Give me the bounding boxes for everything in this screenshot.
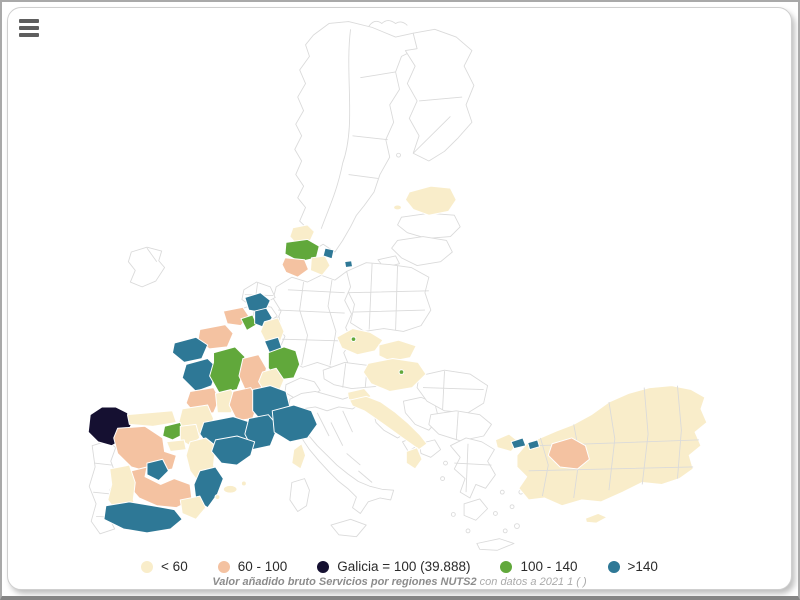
region-albania[interactable] bbox=[405, 447, 423, 470]
region-denmark-zealand[interactable] bbox=[309, 255, 331, 276]
data-regions bbox=[87, 185, 708, 534]
region-croatia[interactable] bbox=[349, 395, 428, 451]
chart-caption: Valor añadido bruto Servicios por region… bbox=[8, 576, 791, 588]
region-poland-internal-borders bbox=[348, 263, 429, 331]
region-denmark-south[interactable] bbox=[281, 257, 309, 278]
region-ireland bbox=[127, 246, 166, 288]
region-estonia[interactable] bbox=[404, 185, 457, 216]
region-romania-internal-borders bbox=[422, 371, 484, 410]
region-aland bbox=[396, 152, 401, 158]
region-prague[interactable] bbox=[350, 336, 357, 342]
legend-label-100-140: 100 - 140 bbox=[520, 559, 578, 574]
region-hungary[interactable] bbox=[362, 358, 427, 392]
legend-swatch-60-100 bbox=[217, 560, 230, 573]
region-andalucia[interactable] bbox=[103, 501, 183, 534]
region-lithuania bbox=[391, 236, 453, 267]
region-la-rioja[interactable] bbox=[166, 439, 187, 452]
europe-choropleth-map bbox=[87, 20, 708, 551]
legend-item-gt140[interactable]: >140 bbox=[607, 559, 658, 574]
legend-swatch-lt60 bbox=[141, 560, 154, 573]
legend-item-100-140[interactable]: 100 - 140 bbox=[500, 559, 578, 574]
region-asturias-cantabria[interactable] bbox=[126, 410, 177, 427]
region-pais-vasco[interactable] bbox=[162, 421, 185, 441]
legend-swatch-100-140 bbox=[500, 560, 513, 573]
region-fr-bretagne[interactable] bbox=[171, 336, 209, 363]
region-germany-internal-borders bbox=[278, 280, 347, 366]
region-murcia[interactable] bbox=[179, 495, 207, 520]
legend: < 60 60 - 100 Galicia = 100 (39.888) 100… bbox=[8, 559, 791, 574]
no-data-regions bbox=[88, 20, 524, 551]
legend-label-gt140: >140 bbox=[627, 559, 658, 574]
region-denmark-capital[interactable] bbox=[322, 247, 335, 260]
chart-card: < 60 60 - 100 Galicia = 100 (39.888) 100… bbox=[7, 7, 792, 590]
region-northern-ireland-border bbox=[146, 247, 158, 262]
region-finland-internal-borders bbox=[412, 96, 463, 154]
legend-item-lt60[interactable]: < 60 bbox=[141, 559, 188, 574]
region-peloponnese bbox=[463, 498, 489, 521]
region-castilla-la-mancha[interactable] bbox=[126, 466, 193, 509]
hamburger-menu-button[interactable] bbox=[17, 17, 43, 39]
region-fr-nord[interactable] bbox=[244, 292, 271, 314]
region-poland bbox=[346, 262, 432, 332]
region-norway-sweden bbox=[294, 21, 418, 253]
region-estonia-islands[interactable] bbox=[393, 204, 402, 211]
legend-label-60-100: 60 - 100 bbox=[237, 559, 288, 574]
region-turkey-anatolia[interactable] bbox=[516, 385, 708, 507]
legend-item-60-100[interactable]: 60 - 100 bbox=[217, 559, 288, 574]
region-budapest[interactable] bbox=[398, 369, 405, 375]
region-greece-internal-borders bbox=[454, 443, 492, 493]
region-fr-provence[interactable] bbox=[271, 404, 318, 443]
region-madrid[interactable] bbox=[146, 458, 170, 482]
caption-suffix: con datos a 2021 1 ( ) bbox=[476, 576, 587, 588]
region-valencia[interactable] bbox=[193, 466, 224, 509]
legend-label-galicia: Galicia = 100 (39.888) bbox=[337, 559, 471, 574]
region-sardinia bbox=[289, 478, 310, 512]
region-bulgaria-internal-borders bbox=[455, 411, 459, 440]
region-bornholm[interactable] bbox=[344, 260, 354, 268]
region-crete bbox=[476, 538, 515, 551]
legend-swatch-gt140 bbox=[607, 560, 620, 573]
region-sicily bbox=[330, 518, 367, 538]
region-fr-centre[interactable] bbox=[209, 346, 246, 394]
region-scandinavia-internal-borders bbox=[320, 29, 396, 229]
region-svalbard-outline bbox=[367, 20, 408, 28]
region-latvia bbox=[397, 212, 461, 239]
region-istanbul[interactable] bbox=[510, 437, 527, 450]
region-slovakia[interactable] bbox=[378, 339, 417, 362]
legend-item-galicia[interactable]: Galicia = 100 (39.888) bbox=[317, 559, 470, 574]
region-bulgaria bbox=[428, 410, 492, 442]
region-kocaeli[interactable] bbox=[527, 439, 540, 451]
caption-title: Valor añadido bruto Servicios por region… bbox=[212, 576, 477, 588]
region-corse[interactable] bbox=[291, 443, 307, 470]
region-romania bbox=[416, 369, 489, 414]
region-cyprus[interactable] bbox=[584, 512, 608, 524]
region-cataluna[interactable] bbox=[211, 435, 256, 466]
region-greece bbox=[449, 437, 496, 499]
region-finland bbox=[404, 28, 475, 162]
region-baleares[interactable] bbox=[214, 480, 247, 500]
region-ankara[interactable] bbox=[547, 437, 590, 470]
hamburger-menu-icon bbox=[19, 19, 41, 37]
legend-label-lt60: < 60 bbox=[161, 559, 188, 574]
region-fr-pays-de-la-loire[interactable] bbox=[181, 358, 218, 392]
legend-swatch-galicia bbox=[317, 560, 330, 573]
